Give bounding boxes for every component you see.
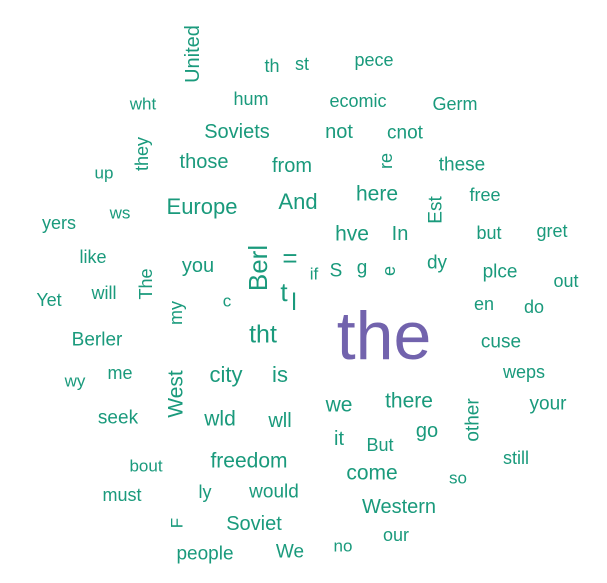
word-cloud-word: wy <box>64 371 86 391</box>
word-cloud-word: Soviets <box>204 121 270 143</box>
word-cloud-word: freedom <box>210 449 288 473</box>
word-cloud-word: S <box>329 260 343 282</box>
word-cloud-word: Yet <box>36 290 62 310</box>
word-cloud-word: is <box>272 362 288 387</box>
word-cloud-word: plce <box>482 261 518 283</box>
word-cloud-word: your <box>529 393 567 415</box>
word-cloud-word: wll <box>268 410 292 432</box>
word-cloud-word: bout <box>129 456 163 476</box>
word-cloud-word: will <box>91 283 117 303</box>
word-cloud-word: weps <box>502 362 546 382</box>
word-cloud-word: up <box>94 163 114 183</box>
word-cloud-word: g <box>356 257 368 279</box>
word-cloud-word: come <box>346 461 398 485</box>
word-cloud-word: wld <box>204 407 236 431</box>
word-cloud-word: people <box>176 543 234 565</box>
word-cloud-word: yers <box>41 213 77 233</box>
word-cloud-word: Berler <box>71 329 123 351</box>
word-cloud-word: t <box>280 277 288 307</box>
word-cloud-word: it <box>334 428 344 450</box>
word-cloud-word: cnot <box>387 122 423 144</box>
word-cloud-word: not <box>325 121 353 143</box>
word-cloud-word: cuse <box>480 331 522 353</box>
word-cloud-word: wht <box>129 94 157 114</box>
word-cloud-word: West <box>164 370 188 418</box>
word-cloud-word: my <box>166 301 186 325</box>
word-cloud-word: would <box>249 481 299 503</box>
word-cloud-word: = <box>282 243 298 273</box>
word-cloud-word: from <box>272 155 312 177</box>
word-cloud-word: no <box>333 536 353 556</box>
word-cloud-word: our <box>382 525 410 545</box>
word-cloud-word: United <box>182 25 204 83</box>
word-cloud-word: these <box>438 154 486 176</box>
word-cloud-word: do <box>523 297 545 317</box>
word-cloud-word: but <box>476 223 502 243</box>
word-cloud-word: so <box>449 468 467 488</box>
word-cloud-word: c <box>222 291 232 311</box>
word-cloud-word: if <box>309 264 319 284</box>
word-cloud-word: The <box>136 268 156 300</box>
word-cloud-word: We <box>275 541 305 563</box>
word-cloud-word: Est <box>425 196 447 224</box>
word-cloud-word: gret <box>536 221 568 241</box>
word-cloud-word: out <box>553 271 579 291</box>
word-cloud-word: city <box>209 362 243 387</box>
word-cloud-word: Berl <box>243 244 273 292</box>
word-cloud-word: ly <box>198 482 212 502</box>
word-cloud-word: e <box>379 265 399 277</box>
word-cloud-word: Western <box>361 496 437 518</box>
word-cloud-word: l <box>291 289 297 316</box>
word-cloud-word: ws <box>109 203 131 223</box>
word-cloud-word: like <box>79 247 107 267</box>
word-cloud-word: ecomic <box>329 91 387 111</box>
word-cloud-word: me <box>107 363 133 383</box>
word-cloud-word: free <box>469 185 501 205</box>
word-cloud-word: Europe <box>166 194 238 219</box>
word-cloud-word: In <box>391 223 409 245</box>
word-cloud-word: dy <box>426 252 448 274</box>
word-cloud-word: th <box>264 56 280 76</box>
word-cloud-word: the <box>336 298 432 374</box>
word-cloud-word: they <box>132 136 152 172</box>
word-cloud-word: Soviet <box>226 513 282 535</box>
word-cloud-word: en <box>473 294 495 314</box>
word-cloud-word: And <box>278 189 318 214</box>
word-cloud-word: we <box>325 393 353 417</box>
word-cloud-word: pece <box>354 50 394 70</box>
word-cloud-word: Germ <box>432 94 478 114</box>
word-cloud-word: hve <box>335 222 369 246</box>
word-cloud-word: other <box>462 398 484 442</box>
word-cloud-word: must <box>102 485 142 505</box>
word-cloud-word: F <box>167 517 187 529</box>
word-cloud-word: st <box>294 54 310 74</box>
word-cloud-word: tht <box>249 320 277 349</box>
word-cloud-word: you <box>181 255 215 277</box>
word-cloud-word: here <box>355 182 399 206</box>
word-cloud-word: re <box>376 152 396 170</box>
word-cloud-word: still <box>503 448 529 468</box>
word-cloud-word: hum <box>233 89 269 109</box>
word-cloud-word: But <box>366 435 394 455</box>
word-cloud-word: go <box>415 420 439 442</box>
word-cloud-word: those <box>179 151 229 173</box>
word-cloud-word: seek <box>97 407 139 429</box>
word-cloud-word: there <box>385 389 433 413</box>
